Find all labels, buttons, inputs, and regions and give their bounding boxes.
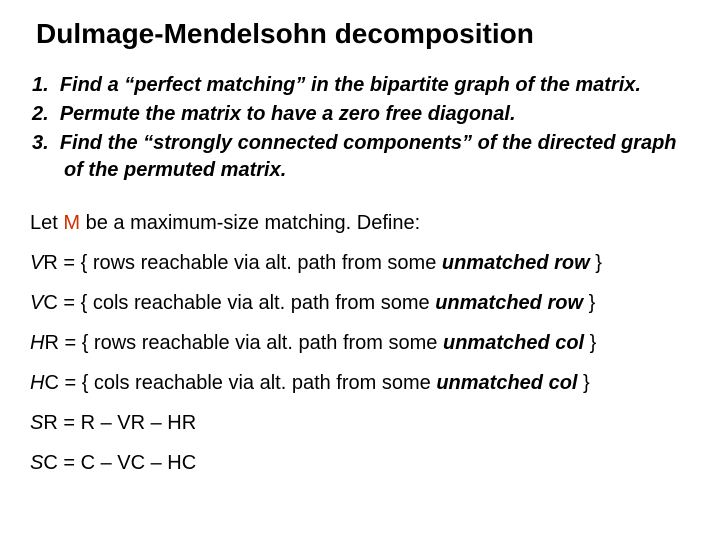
- def-lhs: V: [30, 252, 43, 274]
- def-mid: = { rows reachable via alt. path from so…: [58, 252, 442, 274]
- step-item: 2. Permute the matrix to have a zero fre…: [32, 101, 692, 128]
- resid-line: SR = R – VR – HR: [30, 410, 692, 436]
- definitions-block: Let M be a maximum-size matching. Define…: [28, 210, 692, 476]
- def-sub: C: [44, 372, 58, 394]
- steps-list: 1. Find a “perfect matching” in the bipa…: [28, 72, 692, 184]
- def-line: VC = { cols reachable via alt. path from…: [30, 290, 692, 316]
- intro-line: Let M be a maximum-size matching. Define…: [30, 210, 692, 236]
- step-num: 3.: [32, 132, 49, 154]
- step-item: 3. Find the “strongly connected componen…: [32, 130, 692, 184]
- page-title: Dulmage-Mendelsohn decomposition: [36, 18, 692, 50]
- resid-sub: C: [43, 452, 57, 474]
- intro-post: be a maximum-size matching. Define:: [80, 212, 420, 234]
- def-tail: }: [590, 252, 602, 274]
- def-mid: = { cols reachable via alt. path from so…: [59, 372, 436, 394]
- step-num: 1.: [32, 74, 49, 96]
- def-line: VR = { rows reachable via alt. path from…: [30, 250, 692, 276]
- resid-sub: R: [43, 412, 57, 434]
- resid-line: SC = C – VC – HC: [30, 450, 692, 476]
- def-em: unmatched col: [436, 372, 577, 394]
- def-line: HR = { rows reachable via alt. path from…: [30, 330, 692, 356]
- def-tail: }: [584, 332, 596, 354]
- def-em: unmatched row: [435, 292, 583, 314]
- resid-rhs: = R – VR – HR: [58, 412, 196, 434]
- intro-pre: Let: [30, 212, 63, 234]
- def-lhs: V: [30, 292, 43, 314]
- step-text: Find the “strongly connected components”…: [60, 132, 677, 181]
- def-tail: }: [583, 292, 595, 314]
- def-sub: R: [44, 332, 58, 354]
- def-line: HC = { cols reachable via alt. path from…: [30, 370, 692, 396]
- resid-lhs: S: [30, 412, 43, 434]
- def-em: unmatched row: [442, 252, 590, 274]
- step-item: 1. Find a “perfect matching” in the bipa…: [32, 72, 692, 99]
- def-em: unmatched col: [443, 332, 584, 354]
- def-tail: }: [577, 372, 589, 394]
- step-text: Find a “perfect matching” in the biparti…: [60, 74, 641, 96]
- def-mid: = { rows reachable via alt. path from so…: [59, 332, 443, 354]
- resid-rhs: = C – VC – HC: [58, 452, 196, 474]
- m-symbol: M: [63, 212, 80, 234]
- def-lhs: H: [30, 332, 44, 354]
- resid-lhs: S: [30, 452, 43, 474]
- def-sub: C: [43, 292, 57, 314]
- def-sub: R: [43, 252, 57, 274]
- def-mid: = { cols reachable via alt. path from so…: [58, 292, 435, 314]
- step-num: 2.: [32, 103, 49, 125]
- step-text: Permute the matrix to have a zero free d…: [60, 103, 516, 125]
- def-lhs: H: [30, 372, 44, 394]
